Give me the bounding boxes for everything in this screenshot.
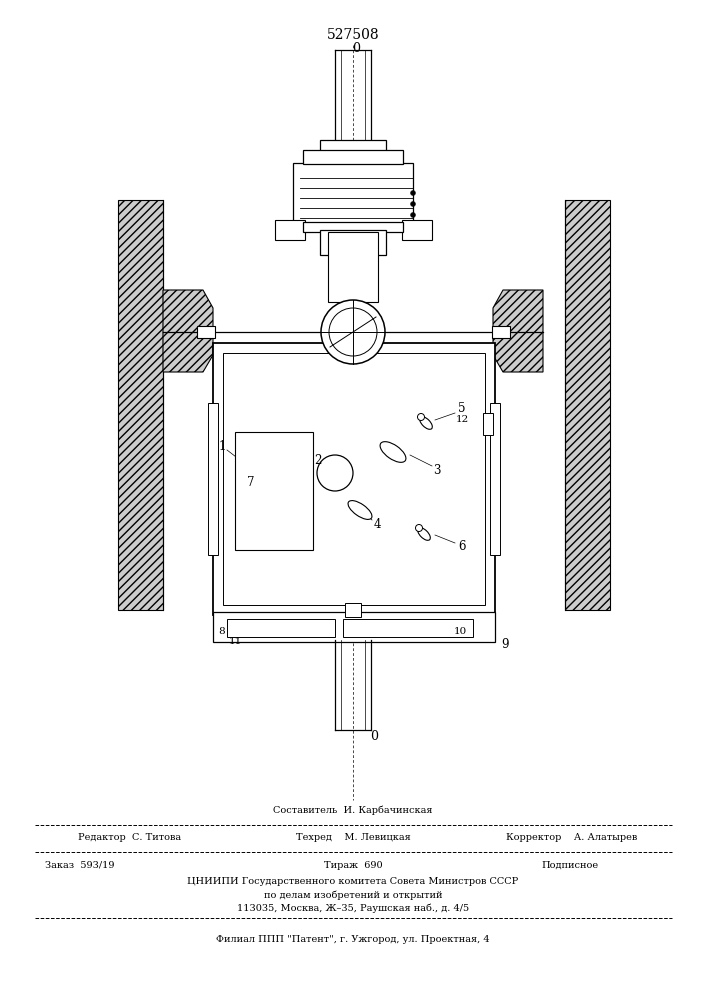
Bar xyxy=(275,220,305,240)
Text: 1: 1 xyxy=(218,440,226,452)
Bar xyxy=(345,603,361,617)
Text: 10: 10 xyxy=(453,628,467,637)
Circle shape xyxy=(411,213,416,218)
Text: по делам изобретений и открытий: по делам изобретений и открытий xyxy=(264,890,443,900)
Bar xyxy=(213,612,495,642)
Text: Тираж  690: Тираж 690 xyxy=(324,860,382,869)
Bar xyxy=(320,230,386,255)
Text: Подписное: Подписное xyxy=(542,860,599,869)
Text: 12: 12 xyxy=(455,416,469,424)
Bar xyxy=(303,222,403,232)
Bar xyxy=(483,413,493,435)
Text: 113035, Москва, Ж–35, Раушская наб., д. 4/5: 113035, Москва, Ж–35, Раушская наб., д. … xyxy=(237,903,469,913)
Ellipse shape xyxy=(420,417,432,429)
Text: 5: 5 xyxy=(458,402,466,416)
Text: 4: 4 xyxy=(373,518,381,530)
Text: 0: 0 xyxy=(370,730,378,744)
Bar xyxy=(197,326,215,338)
Ellipse shape xyxy=(380,442,406,462)
Ellipse shape xyxy=(418,528,431,540)
Circle shape xyxy=(321,300,385,364)
Circle shape xyxy=(329,308,377,356)
Bar xyxy=(303,150,403,164)
Polygon shape xyxy=(565,200,610,610)
Text: ЦНИИПИ Государственного комитета Совета Министров СССР: ЦНИИПИ Государственного комитета Совета … xyxy=(187,878,519,886)
Circle shape xyxy=(416,524,423,532)
Bar xyxy=(227,619,335,637)
Text: 3: 3 xyxy=(433,464,440,477)
Bar xyxy=(320,140,386,152)
Bar xyxy=(402,220,432,240)
Text: Редактор  С. Титова: Редактор С. Титова xyxy=(78,834,182,842)
Circle shape xyxy=(418,414,424,420)
Text: 527508: 527508 xyxy=(327,28,380,42)
Text: Составитель  И. Карбачинская: Составитель И. Карбачинская xyxy=(273,805,433,815)
Polygon shape xyxy=(493,290,543,372)
Text: Корректор    А. Алатырев: Корректор А. Алатырев xyxy=(506,834,638,842)
Bar xyxy=(235,432,313,550)
Ellipse shape xyxy=(348,501,372,519)
Bar xyxy=(490,403,500,555)
Bar xyxy=(208,403,218,555)
Text: 6: 6 xyxy=(458,540,466,554)
Bar xyxy=(213,343,495,615)
Bar xyxy=(328,232,378,302)
Text: 2: 2 xyxy=(315,454,322,466)
Text: 8: 8 xyxy=(218,628,226,637)
Circle shape xyxy=(411,190,416,196)
Circle shape xyxy=(411,202,416,207)
Bar xyxy=(293,163,413,225)
Text: 9: 9 xyxy=(501,639,509,652)
Circle shape xyxy=(317,455,353,491)
Bar xyxy=(223,353,485,605)
Text: Филиал ППП "Патент", г. Ужгород, ул. Проектная, 4: Филиал ППП "Патент", г. Ужгород, ул. Про… xyxy=(216,936,490,944)
Bar xyxy=(343,619,473,637)
Text: 0: 0 xyxy=(352,41,360,54)
Polygon shape xyxy=(163,290,213,372)
Text: Техред    М. Левицкая: Техред М. Левицкая xyxy=(296,834,410,842)
Text: Заказ  593/19: Заказ 593/19 xyxy=(45,860,115,869)
Text: 11: 11 xyxy=(228,638,242,647)
Polygon shape xyxy=(118,200,163,610)
Bar xyxy=(492,326,510,338)
Text: 7: 7 xyxy=(247,477,255,489)
